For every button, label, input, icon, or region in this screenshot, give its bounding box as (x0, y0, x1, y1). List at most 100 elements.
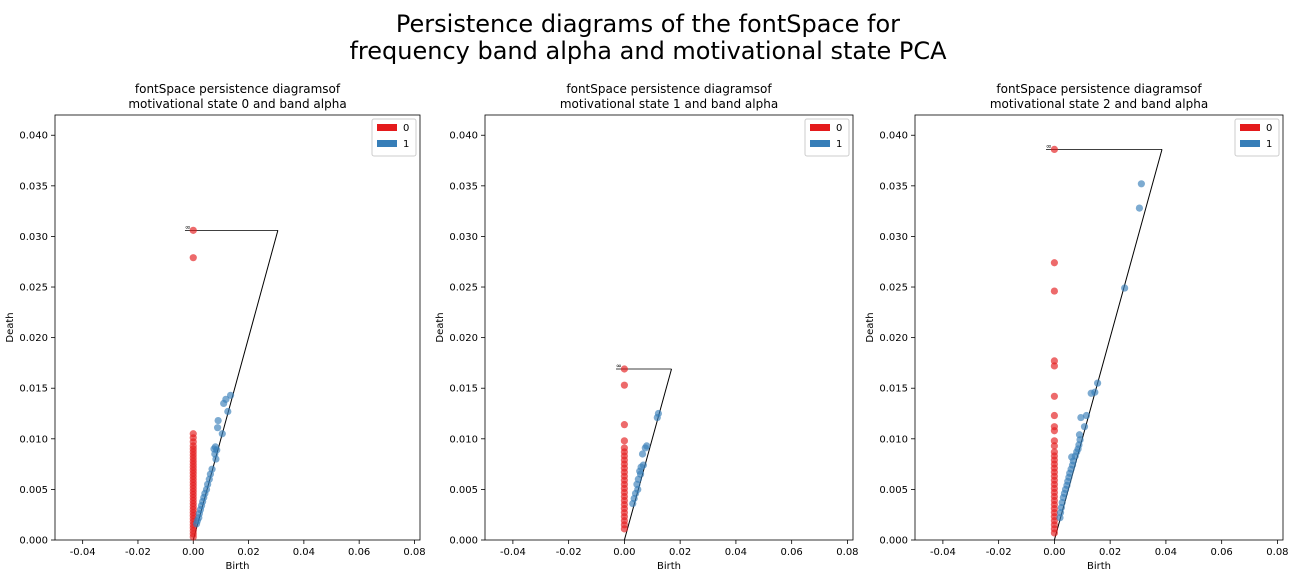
point-dim-0 (189, 226, 197, 234)
x-tick-label: -0.04 (500, 547, 526, 558)
point-dim-1 (629, 499, 637, 508)
y-tick-label: 0.035 (19, 181, 48, 192)
plot-area (54, 114, 421, 541)
y-tick-label: 0.020 (19, 333, 48, 344)
point-dim-1 (1077, 413, 1085, 422)
point-dim-1 (638, 450, 647, 458)
point-dim-0 (1050, 287, 1058, 295)
legend-label-1: 1 (836, 139, 842, 150)
point-dim-0 (620, 525, 628, 533)
point-dim-0 (1050, 427, 1058, 435)
y-tick-label: 0.040 (449, 131, 478, 142)
x-tick-label: -0.04 (70, 547, 96, 558)
x-tick-label: -0.04 (930, 547, 956, 558)
chart-panel-1: fontSpace persistence diagramsofmotivati… (435, 82, 859, 572)
legend-label-1: 1 (1266, 139, 1272, 150)
point-dim-1 (1094, 379, 1102, 387)
point-dim-1 (192, 520, 201, 528)
y-axis-label: Death (865, 312, 876, 342)
y-tick-label: 0.035 (449, 181, 478, 192)
x-tick-label: 0.04 (1155, 547, 1177, 558)
point-dim-1 (1080, 423, 1089, 431)
point-dim-0 (189, 533, 197, 541)
x-axis-label: Birth (657, 561, 681, 572)
y-tick-label: 0.010 (19, 434, 48, 445)
point-dim-0 (189, 254, 197, 262)
x-tick-label: 0.06 (781, 547, 803, 558)
point-dim-1 (1121, 284, 1129, 292)
point-dim-0 (1050, 357, 1058, 365)
legend-label-0: 0 (836, 123, 842, 134)
point-dim-0 (1050, 392, 1058, 400)
point-dim-0 (620, 381, 628, 389)
point-dim-1 (213, 424, 222, 432)
x-tick-label: -0.02 (125, 547, 151, 558)
chart-panel-2: fontSpace persistence diagramsofmotivati… (865, 82, 1289, 572)
infinity-label: ∞ (616, 362, 622, 370)
y-axis-label: Death (435, 312, 446, 342)
plot-area (914, 114, 1284, 541)
diagonal-line (623, 368, 672, 541)
legend-label-0: 0 (1266, 123, 1272, 134)
x-tick-label: 0.00 (1043, 547, 1065, 558)
legend: 01 (804, 118, 850, 157)
point-dim-0 (1050, 529, 1058, 537)
point-dim-1 (1137, 180, 1145, 188)
y-tick-label: 0.035 (879, 181, 908, 192)
x-tick-label: 0.08 (1266, 547, 1288, 558)
x-tick-label: 0.00 (182, 547, 204, 558)
legend-swatch-0 (1240, 124, 1260, 131)
infinity-label: ∞ (185, 223, 191, 231)
panel-title-line-2: motivational state 0 and band alpha (128, 97, 346, 111)
y-tick-label: 0.015 (19, 384, 48, 395)
y-tick-label: 0.015 (879, 384, 908, 395)
point-dim-1 (220, 399, 228, 407)
point-dim-0 (1050, 411, 1058, 420)
point-dim-1 (1087, 389, 1095, 397)
figure-title-line-2: frequency band alpha and motivational st… (349, 37, 947, 65)
y-axis-label: Death (5, 312, 16, 342)
y-tick-label: 0.025 (449, 283, 478, 294)
y-tick-label: 0.010 (449, 434, 478, 445)
point-dim-1 (226, 391, 235, 399)
x-tick-label: 0.08 (836, 547, 858, 558)
y-tick-label: 0.025 (19, 283, 48, 294)
panel-title-line-1: fontSpace persistence diagramsof (996, 82, 1202, 96)
point-dim-0 (1050, 145, 1058, 154)
x-tick-label: 0.04 (293, 547, 315, 558)
chart-panel-0: fontSpace persistence diagramsofmotivati… (5, 82, 426, 572)
panel-title-line-1: fontSpace persistence diagramsof (135, 82, 341, 96)
x-tick-label: 0.02 (1099, 547, 1121, 558)
point-dim-1 (641, 444, 649, 452)
legend-swatch-0 (810, 124, 830, 131)
y-tick-label: 0.040 (19, 131, 48, 142)
y-tick-label: 0.015 (449, 384, 478, 395)
y-tick-label: 0.005 (879, 485, 908, 496)
point-dim-1 (1135, 204, 1144, 212)
plot-area (484, 114, 854, 541)
point-dim-0 (620, 421, 628, 429)
point-dim-0 (1050, 437, 1058, 445)
x-axis-label: Birth (225, 561, 249, 572)
y-tick-label: 0.030 (19, 232, 48, 243)
point-dim-0 (620, 365, 628, 373)
y-tick-label: 0.040 (879, 131, 908, 142)
legend-swatch-1 (1240, 140, 1260, 147)
point-dim-1 (653, 413, 661, 422)
x-tick-label: 0.02 (669, 547, 691, 558)
point-dim-1 (218, 430, 226, 438)
y-tick-label: 0.020 (879, 333, 908, 344)
x-tick-label: 0.00 (613, 547, 635, 558)
y-tick-label: 0.000 (879, 536, 908, 547)
legend-swatch-1 (810, 140, 830, 147)
point-dim-1 (1082, 411, 1091, 420)
point-dim-0 (1050, 259, 1058, 267)
figure-title-line-1: Persistence diagrams of the fontSpace fo… (396, 10, 900, 38)
y-tick-label: 0.000 (19, 536, 48, 547)
x-tick-label: -0.02 (986, 547, 1012, 558)
x-tick-label: 0.02 (237, 547, 259, 558)
infinity-label: ∞ (1046, 142, 1052, 150)
point-dim-0 (1050, 362, 1058, 370)
x-tick-label: 0.06 (348, 547, 370, 558)
